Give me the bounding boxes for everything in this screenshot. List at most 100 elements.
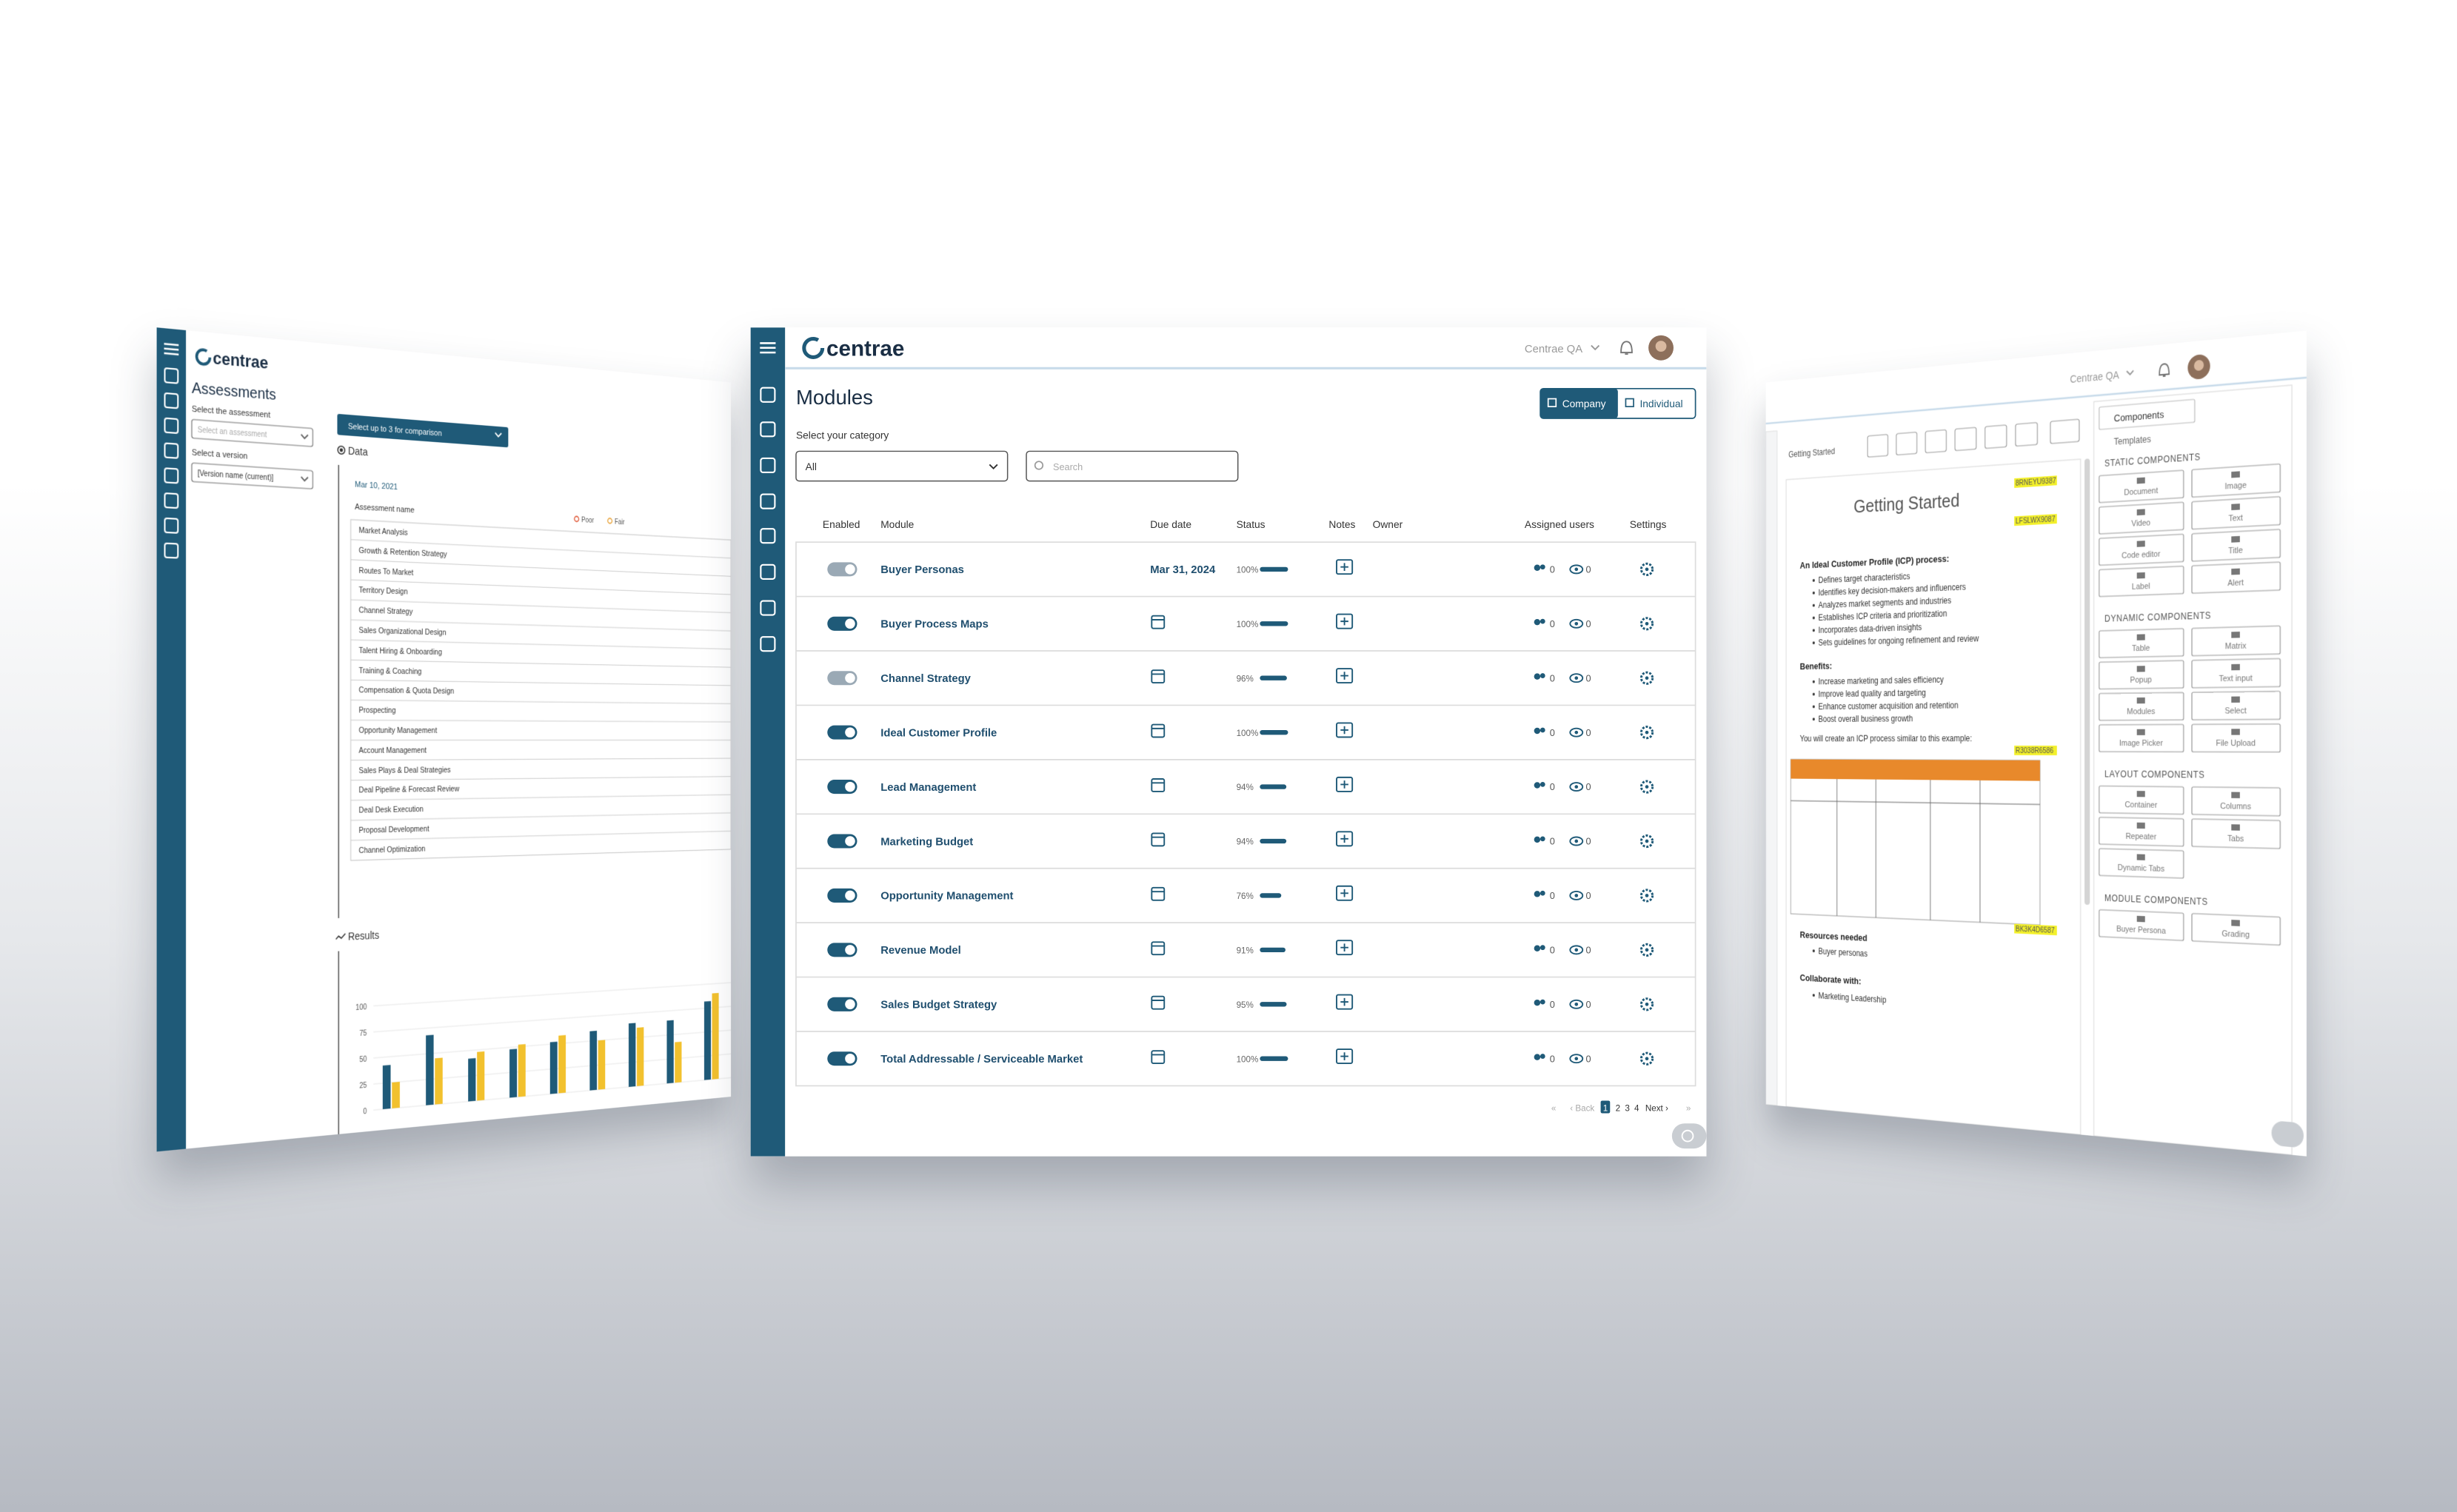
users-icon [1540, 618, 1545, 624]
category-select[interactable] [795, 450, 1009, 482]
bar [628, 1023, 636, 1087]
bar [426, 1034, 434, 1105]
bar [509, 1048, 518, 1098]
notes-plus [1340, 943, 1348, 951]
component-item[interactable] [2192, 626, 2280, 655]
toolbar-button[interactable] [1985, 425, 2007, 449]
settings-icon[interactable] [1639, 780, 1654, 794]
module-name[interactable]: Channel Strategy [880, 673, 971, 685]
pagination-item[interactable]: ‹ Back [1570, 1103, 1594, 1113]
notes-icon[interactable] [1336, 1048, 1354, 1065]
bar [518, 1044, 526, 1097]
calendar-icon[interactable] [1151, 615, 1166, 629]
module-name[interactable]: Buyer Personas [880, 564, 964, 576]
calendar-icon[interactable] [1151, 669, 1166, 684]
notes-plus [1340, 780, 1348, 789]
module-name[interactable]: Sales Budget Strategy [880, 1000, 997, 1011]
notes-plus [1340, 672, 1348, 680]
pagination-item[interactable]: « [1551, 1103, 1556, 1113]
calendar-icon[interactable] [1151, 723, 1166, 738]
settings-icon[interactable] [1639, 834, 1654, 849]
notes-icon[interactable] [1336, 613, 1354, 629]
settings-icon[interactable] [1639, 617, 1654, 631]
settings-icon[interactable] [1639, 726, 1654, 740]
avatar-face [1655, 341, 1667, 352]
help-button[interactable] [2271, 1120, 2304, 1148]
component-item[interactable] [2192, 529, 2280, 561]
workspace-name[interactable]: Centrae QA [2070, 369, 2119, 386]
settings-icon[interactable] [1639, 889, 1654, 903]
viewers-icon-pupil [1574, 567, 1579, 572]
view-option-active[interactable] [1540, 388, 1618, 418]
settings-icon[interactable] [1639, 997, 1654, 1011]
calendar-icon[interactable] [1151, 886, 1166, 901]
search-input[interactable] [1026, 450, 1239, 482]
module-name[interactable]: Total Addressable / Serviceable Market [880, 1054, 1083, 1066]
toolbar-menu[interactable] [2050, 419, 2079, 444]
pagination-item[interactable]: 4 [1634, 1103, 1639, 1113]
component-item[interactable] [2192, 497, 2280, 529]
calendar-icon[interactable] [1151, 832, 1166, 847]
toolbar-button[interactable] [1896, 432, 1917, 455]
notes-icon[interactable] [1336, 940, 1354, 956]
templates-tab-label[interactable]: Templates [2114, 435, 2151, 447]
pagination-item[interactable]: 2 [1616, 1103, 1620, 1113]
view-option[interactable]: Company [1562, 398, 1606, 409]
notes-icon[interactable] [1336, 722, 1354, 738]
notes-icon[interactable] [1336, 668, 1354, 684]
notes-icon[interactable] [1336, 994, 1354, 1010]
notes-icon[interactable] [1336, 885, 1354, 901]
view-option[interactable]: Individual [1639, 398, 1682, 409]
toolbar-button[interactable] [1925, 429, 1946, 452]
component-name: File Upload [2216, 738, 2256, 748]
component-item[interactable] [2192, 562, 2280, 593]
settings-icon[interactable] [1639, 562, 1654, 576]
notes-icon[interactable] [1336, 559, 1354, 575]
components-tab-label: Components [2114, 409, 2164, 424]
version-select[interactable] [192, 463, 312, 489]
pagination-item[interactable]: » [1686, 1103, 1691, 1113]
notes-icon[interactable] [1336, 776, 1354, 792]
module-name[interactable]: Revenue Model [880, 945, 961, 957]
module-name[interactable]: Buyer Process Maps [880, 619, 989, 631]
help-button[interactable] [1671, 1123, 1707, 1149]
category-label: Select your category [796, 429, 889, 441]
settings-icon[interactable] [1639, 671, 1654, 685]
assigned-count: 0 [1550, 837, 1555, 847]
pagination-item[interactable]: Next › [1645, 1103, 1668, 1113]
status-bar [1260, 784, 1287, 789]
nav-icon [760, 457, 776, 474]
component-name: Document [2124, 486, 2158, 498]
component-item[interactable] [2192, 914, 2280, 946]
assessment-select[interactable] [192, 419, 312, 446]
component-item[interactable] [2192, 658, 2280, 687]
nav-icon [760, 387, 776, 403]
module-name[interactable]: Opportunity Management [880, 891, 1013, 903]
component-icon [2231, 535, 2240, 543]
component-item[interactable] [2192, 464, 2280, 498]
settings-icon[interactable] [1639, 1051, 1654, 1066]
component-item[interactable] [2192, 787, 2280, 816]
toolbar-button[interactable] [1868, 435, 1888, 458]
notes-icon[interactable] [1336, 831, 1354, 847]
settings-icon-hub [1645, 621, 1649, 626]
pagination-item[interactable]: 1 [1603, 1103, 1608, 1113]
toolbar-button[interactable] [2016, 423, 2038, 446]
calendar-icon[interactable] [1151, 995, 1166, 1010]
module-name[interactable]: Lead Management [880, 782, 976, 794]
viewers-icon [1569, 727, 1584, 737]
calendar-icon[interactable] [1151, 941, 1166, 956]
settings-icon[interactable] [1639, 943, 1654, 957]
component-item[interactable] [2192, 724, 2280, 752]
pagination-item[interactable]: 3 [1625, 1103, 1629, 1113]
workspace-name[interactable]: Centrae QA [1525, 344, 1582, 355]
calendar-icon[interactable] [1151, 1050, 1166, 1065]
module-name[interactable]: Marketing Budget [880, 836, 973, 848]
module-name[interactable]: Ideal Customer Profile [880, 727, 997, 739]
calendar-icon[interactable] [1151, 778, 1166, 792]
component-item[interactable] [2192, 819, 2280, 849]
toolbar-button[interactable] [1955, 427, 1976, 450]
bell-icon[interactable] [1620, 341, 1633, 355]
component-item[interactable] [2192, 692, 2280, 720]
toggle-knob [845, 1053, 855, 1064]
